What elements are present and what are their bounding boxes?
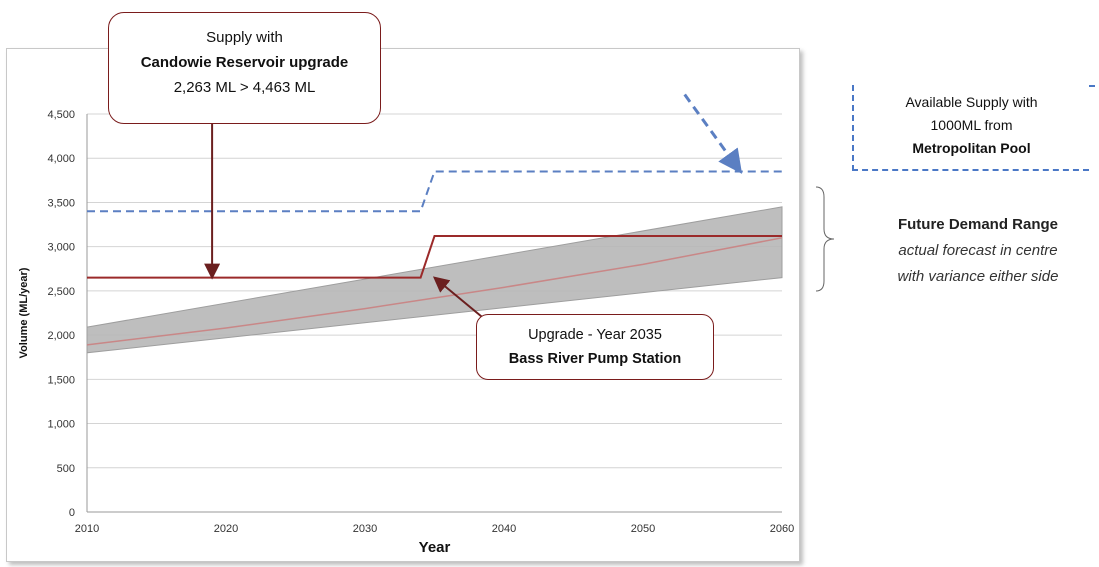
reservoir-callout-line3: 2,263 ML > 4,463 ML bbox=[173, 79, 316, 96]
y-tick-label: 4,500 bbox=[47, 109, 75, 121]
x-tick-label: 2020 bbox=[214, 523, 238, 535]
pump-station-callout: Upgrade - Year 2035 Bass River Pump Stat… bbox=[476, 314, 714, 380]
y-tick-label: 1,000 bbox=[47, 419, 75, 431]
demand-range-title: Future Demand Range bbox=[897, 216, 1059, 233]
chart-svg: 0 500 1,000 1,500 2,000 2,500 3,000 3,500 4,000 4… bbox=[18, 93, 794, 556]
callout-arrow bbox=[683, 93, 743, 174]
y-tick-label: 500 bbox=[57, 463, 75, 475]
x-tick-label: 2030 bbox=[353, 523, 377, 535]
demand-range-brace bbox=[815, 186, 835, 292]
pump-callout-line1: Upgrade - Year 2035 bbox=[528, 327, 662, 343]
reservoir-callout: Supply with Candowie Reservoir upgrade 2… bbox=[108, 12, 381, 124]
y-tick-label: 2,500 bbox=[47, 286, 75, 298]
pump-callout-line2: Bass River Pump Station bbox=[508, 351, 682, 367]
chart-frame: 0 500 1,000 1,500 2,000 2,500 3,000 3,500 4,000 4… bbox=[6, 48, 800, 562]
metro-callout-line2: 1000ML from bbox=[930, 117, 1013, 133]
x-tick-label: 2060 bbox=[770, 523, 794, 535]
reservoir-callout-line2: Candowie Reservoir upgrade bbox=[140, 54, 349, 71]
y-tick-label: 3,000 bbox=[47, 242, 75, 254]
metro-pool-callout: Available Supply with 1000ML from Metrop… bbox=[852, 85, 1089, 171]
y-tick-label: 3,500 bbox=[47, 197, 75, 209]
demand-range-label: Future Demand Range actual forecast in c… bbox=[860, 212, 1096, 290]
demand-forecast-line bbox=[86, 237, 783, 346]
y-tick-label: 1,500 bbox=[47, 374, 75, 386]
demand-range-line1: actual forecast in centre bbox=[898, 242, 1058, 259]
y-tick-label: 2,000 bbox=[47, 330, 75, 342]
metro-supply-line bbox=[87, 170, 782, 213]
y-tick-label: 0 bbox=[69, 507, 75, 519]
x-tick-label: 2050 bbox=[631, 523, 655, 535]
demand-range-line2: with variance either side bbox=[897, 268, 1059, 285]
x-axis-label: Year bbox=[419, 539, 451, 556]
current-supply-line bbox=[87, 235, 782, 279]
x-tick-label: 2040 bbox=[492, 523, 516, 535]
reservoir-callout-line1: Supply with bbox=[206, 29, 283, 46]
y-tick-label: 4,000 bbox=[47, 153, 75, 165]
metro-callout-line3: Metropolitan Pool bbox=[912, 140, 1031, 156]
metro-callout-line1: Available Supply with bbox=[905, 94, 1038, 110]
x-tick-label: 2010 bbox=[75, 523, 99, 535]
y-axis-label: Volume (ML/year) bbox=[18, 267, 30, 358]
